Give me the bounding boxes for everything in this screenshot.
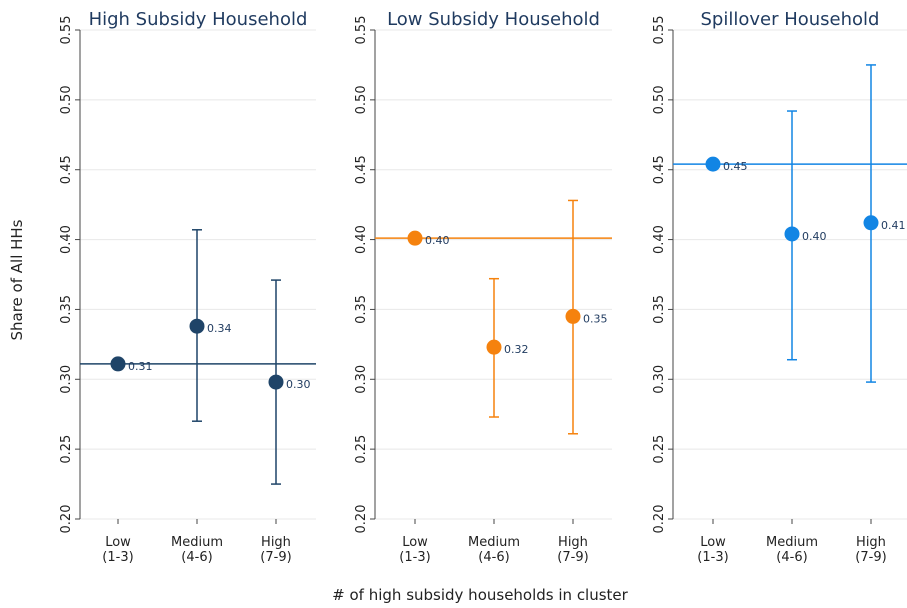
data-label: 0.45: [723, 160, 748, 173]
data-label: 0.31: [128, 360, 153, 373]
y-tick-label: 0.50: [354, 85, 369, 114]
x-tick-label: High: [856, 535, 886, 550]
x-tick-label: Medium: [766, 535, 818, 550]
y-tick-label: 0.55: [652, 16, 667, 45]
data-point: [486, 339, 502, 355]
y-tick-label: 0.30: [59, 365, 74, 394]
y-tick-label: 0.45: [59, 155, 74, 184]
data-point: [863, 215, 879, 231]
x-tick-label: (7-9): [557, 550, 588, 565]
x-tick-label: Low: [700, 535, 726, 550]
data-point: [189, 318, 205, 334]
data-label: 0.32: [504, 343, 529, 356]
data-point: [705, 156, 721, 172]
x-tick-label: (1-3): [399, 550, 430, 565]
y-tick-label: 0.35: [652, 295, 667, 324]
y-tick-label: 0.25: [354, 435, 369, 464]
x-tick-label: High: [261, 535, 291, 550]
x-tick-label: Low: [105, 535, 131, 550]
y-tick-label: 0.25: [652, 435, 667, 464]
y-tick-label: 0.55: [354, 16, 369, 45]
data-point: [110, 356, 126, 372]
data-point: [407, 230, 423, 246]
x-tick-label: (1-3): [697, 550, 728, 565]
y-tick-label: 0.20: [652, 505, 667, 534]
x-tick-label: (4-6): [181, 550, 212, 565]
y-tick-label: 0.40: [59, 225, 74, 254]
data-label: 0.40: [425, 234, 450, 247]
data-point: [565, 308, 581, 324]
y-tick-label: 0.40: [354, 225, 369, 254]
x-tick-label: (7-9): [855, 550, 886, 565]
y-tick-label: 0.45: [652, 155, 667, 184]
chart-panel-2: Low Subsidy Household 0.20 0.25 0.30 0.35 0.4…: [354, 9, 612, 565]
x-tick-label: High: [558, 535, 588, 550]
y-tick-label: 0.40: [652, 225, 667, 254]
panel-title: Low Subsidy Household: [387, 9, 600, 30]
data-label: 0.35: [583, 312, 608, 325]
chart-panel-1: High Subsidy Household 0.20 0.25 0.30 0.35 0.…: [59, 9, 316, 565]
y-tick-label: 0.30: [354, 365, 369, 394]
data-label: 0.30: [286, 378, 311, 391]
x-tick-label: (4-6): [776, 550, 807, 565]
y-tick-label: 0.20: [354, 505, 369, 534]
y-tick-label: 0.20: [59, 505, 74, 534]
chart-panel-3: Spillover Household 0.20 0.25 0.30 0.35 0.40 0…: [652, 9, 907, 565]
x-tick-label: Medium: [171, 535, 223, 550]
x-tick-label: (4-6): [478, 550, 509, 565]
x-tick-label: Medium: [468, 535, 520, 550]
data-point: [784, 226, 800, 242]
x-axis-title: # of high subsidy households in cluster: [332, 586, 629, 604]
x-tick-label: (7-9): [260, 550, 291, 565]
y-tick-label: 0.30: [652, 365, 667, 394]
data-label: 0.34: [207, 322, 232, 335]
y-tick-label: 0.45: [354, 155, 369, 184]
chart-panels: High Subsidy Household 0.20 0.25 0.30 0.35 0.…: [59, 9, 907, 565]
data-point: [268, 374, 284, 390]
y-tick-label: 0.50: [59, 85, 74, 114]
y-tick-label: 0.25: [59, 435, 74, 464]
data-label: 0.40: [802, 230, 827, 243]
panel-title: Spillover Household: [701, 9, 880, 30]
y-tick-label: 0.35: [59, 295, 74, 324]
y-tick-label: 0.50: [652, 85, 667, 114]
x-tick-label: (1-3): [102, 550, 133, 565]
data-label: 0.41: [881, 219, 906, 232]
x-tick-label: Low: [402, 535, 428, 550]
y-tick-label: 0.35: [354, 295, 369, 324]
y-tick-label: 0.55: [59, 16, 74, 45]
panel-title: High Subsidy Household: [89, 9, 308, 30]
y-axis-title: Share of All HHs: [8, 219, 26, 340]
